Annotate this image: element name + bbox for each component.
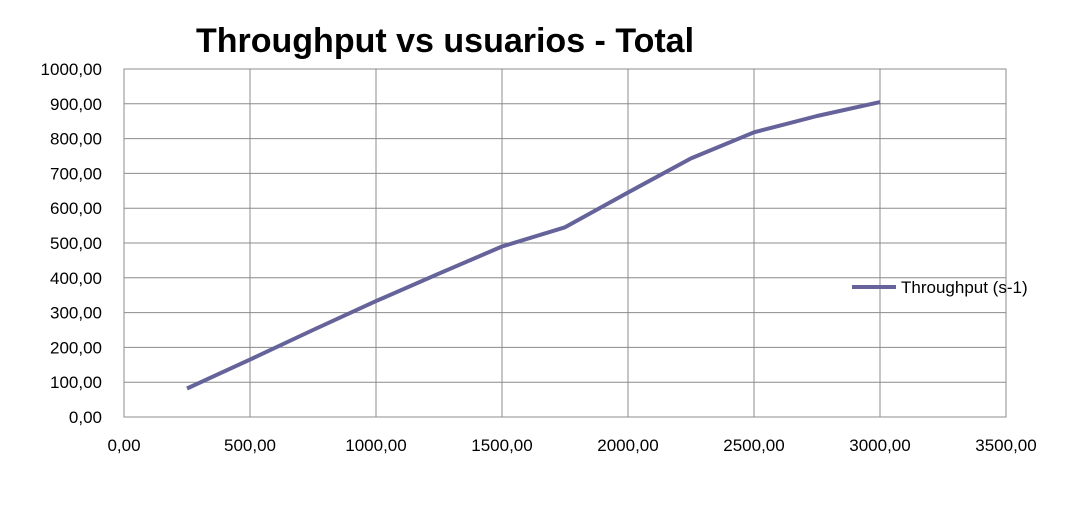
x-tick-label: 3000,00: [849, 436, 910, 455]
y-tick-label: 700,00: [50, 164, 102, 183]
x-tick-label: 500,00: [224, 436, 276, 455]
grid: [123, 68, 1007, 418]
y-tick-label: 800,00: [50, 130, 102, 149]
x-tick-label: 1500,00: [471, 436, 532, 455]
series-line-throughput: [186, 100, 881, 391]
y-tick-label: 1000,00: [41, 60, 102, 79]
y-tick-label: 400,00: [50, 269, 102, 288]
y-tick-label: 0,00: [69, 408, 102, 427]
x-tick-label: 0,00: [107, 436, 140, 455]
y-tick-label: 200,00: [50, 338, 102, 357]
y-tick-label: 500,00: [50, 234, 102, 253]
y-tick-label: 600,00: [50, 199, 102, 218]
y-tick-label: 900,00: [50, 95, 102, 114]
plot-area: [123, 68, 1007, 418]
legend-label: Throughput (s-1): [901, 278, 1028, 297]
x-tick-label: 2000,00: [597, 436, 658, 455]
x-tick-label: 1000,00: [345, 436, 406, 455]
y-axis-ticks: 0,00 100,00 200,00 300,00 400,00 500,00 600,00…: [41, 60, 102, 427]
y-tick-label: 100,00: [50, 373, 102, 392]
chart-title: Throughput vs usuarios - Total: [196, 22, 694, 60]
x-axis-ticks: 0,00 500,00 1000,00 1500,00 2000,00 2500,00 30…: [107, 436, 1036, 455]
y-tick-label: 300,00: [50, 304, 102, 323]
legend: Throughput (s-1): [852, 278, 1028, 297]
series-layer: [186, 100, 881, 391]
x-tick-label: 3500,00: [975, 436, 1036, 455]
x-tick-label: 2500,00: [723, 436, 784, 455]
